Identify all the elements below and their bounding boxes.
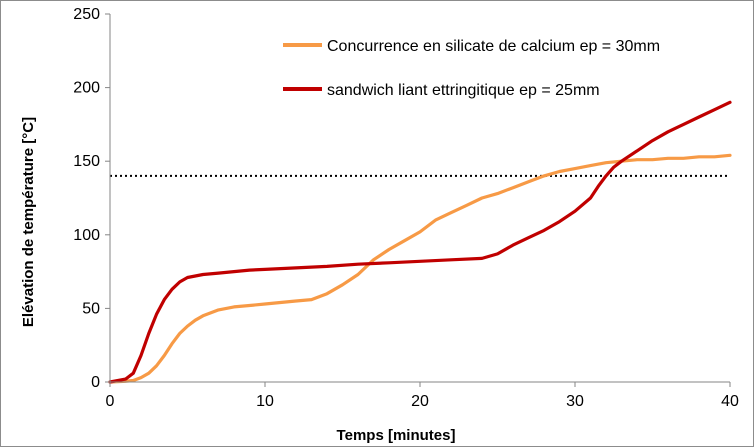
legend: Concurrence en silicate de calcium ep = … [283,38,660,99]
y-tick-label: 200 [73,80,100,97]
x-tick-label: 0 [106,393,115,410]
x-tick-label: 30 [566,393,584,410]
y-tick-label: 250 [73,6,100,23]
y-tick-label: 50 [82,300,100,317]
x-tick-label: 10 [256,393,274,410]
y-tick-label: 100 [73,227,100,244]
y-axis-title: Elévation de température [°C] [20,117,37,327]
x-tick-label: 40 [721,393,739,410]
series-line-silicate [108,153,732,384]
x-axis-title: Temps [minutes] [337,427,456,444]
legend-label-sandwich: sandwich liant ettringitique ep = 25mm [327,82,600,99]
tick-labels-layer: 0 50 100 150 200 250 0 10 20 30 40 [73,6,739,410]
x-tick-label: 20 [411,393,429,410]
series-layer [108,100,732,384]
axes-layer [105,13,731,387]
legend-label-silicate: Concurrence en silicate de calcium ep = … [327,38,660,55]
series-line-sandwich [108,100,732,384]
y-tick-label: 0 [91,374,100,391]
y-tick-label: 150 [73,153,100,170]
